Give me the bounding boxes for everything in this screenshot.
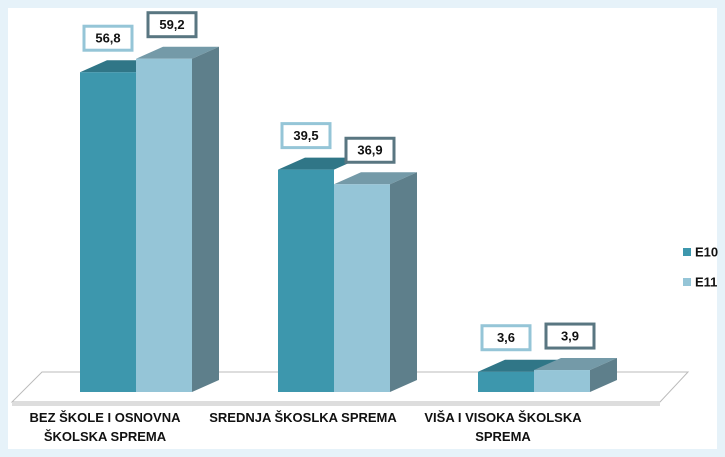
bar [80,72,136,392]
value-label-box [146,11,198,39]
bar-top [278,157,361,170]
x-tick-label: VIŠA I VISOKA ŠKOLSKA SPREMA [424,410,582,444]
value-label-box [480,324,532,352]
x-tick-label: BEZ ŠKOLE I OSNOVNA ŠKOLSKA SPREMA [29,410,181,444]
bar-side [390,172,417,392]
legend-swatch [683,278,691,286]
bar-top [534,358,617,371]
floor-edge [12,402,660,406]
bar [534,370,590,392]
value-label-box [344,136,396,164]
legend-label: E10 [695,244,718,259]
bar-top [334,172,417,185]
value-label: 56,8 [95,31,120,46]
value-label: 39,5 [293,128,318,143]
value-label-box [82,24,134,52]
x-tick-label: SREDNJA ŠKOSLKA SPREMA [209,410,397,425]
legend-label: E11 [695,274,717,289]
value-label: 59,2 [159,17,184,32]
bar-side [192,46,219,392]
bar-top [136,46,219,59]
bar [478,371,534,392]
legend-swatch [683,248,691,256]
value-label-box [280,122,332,150]
bar [334,184,390,392]
bar [278,169,334,392]
value-label-box [544,322,596,350]
bar [136,58,192,392]
value-label: 36,9 [357,143,382,158]
value-label: 3,9 [561,328,579,343]
bar-side [590,358,617,392]
value-label: 3,6 [497,330,515,345]
